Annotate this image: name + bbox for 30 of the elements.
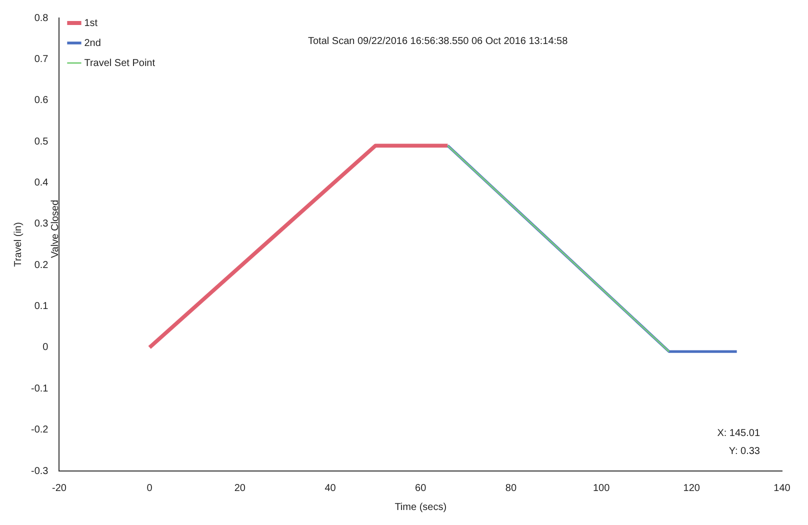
y-tick-label: 0 xyxy=(42,342,49,354)
legend-label: 1st xyxy=(84,18,98,29)
text: Total Scan 09/22/2016 16:56:38.550 06 Oct 2016 13:14:58 xyxy=(308,36,568,47)
y-tick-label: 0.5 xyxy=(34,136,49,148)
y-axis-title: Travel (in) xyxy=(12,222,24,267)
y-tick-label: -0.1 xyxy=(30,383,49,394)
x-axis-title: Time (secs) xyxy=(394,502,447,513)
x-tick-label: 100 xyxy=(592,482,610,494)
y-tick-label: -0.3 xyxy=(30,466,49,477)
y-tick-label: 0.6 xyxy=(34,95,49,106)
x-tick-label: 0 xyxy=(146,482,153,494)
x-tick-label: 120 xyxy=(683,482,700,494)
y-tick-label: 0.4 xyxy=(34,177,49,188)
annotation: X: 145.01 xyxy=(717,428,760,439)
y-tick-label: 0.1 xyxy=(34,301,49,312)
x-tick-label: 40 xyxy=(324,482,336,494)
y-tick-label: 0.7 xyxy=(34,54,49,65)
x-tick-label: 80 xyxy=(505,482,517,494)
legend-label: Travel Set Point xyxy=(84,58,156,69)
y-tick-label: -0.2 xyxy=(30,424,49,436)
y-tick-label: 0.8 xyxy=(34,12,49,24)
annotation: Y: 0.33 xyxy=(728,446,760,457)
y-tick-label: 0.2 xyxy=(34,260,49,271)
x-tick-label: 60 xyxy=(415,482,427,494)
x-tick-label: -20 xyxy=(52,482,67,494)
legend-label: 2nd xyxy=(84,38,101,49)
x-tick-label: 140 xyxy=(774,482,791,494)
annotation: Valve Closed xyxy=(50,200,61,258)
y-tick-label: 0.3 xyxy=(34,218,49,230)
x-tick-label: 20 xyxy=(234,482,246,494)
